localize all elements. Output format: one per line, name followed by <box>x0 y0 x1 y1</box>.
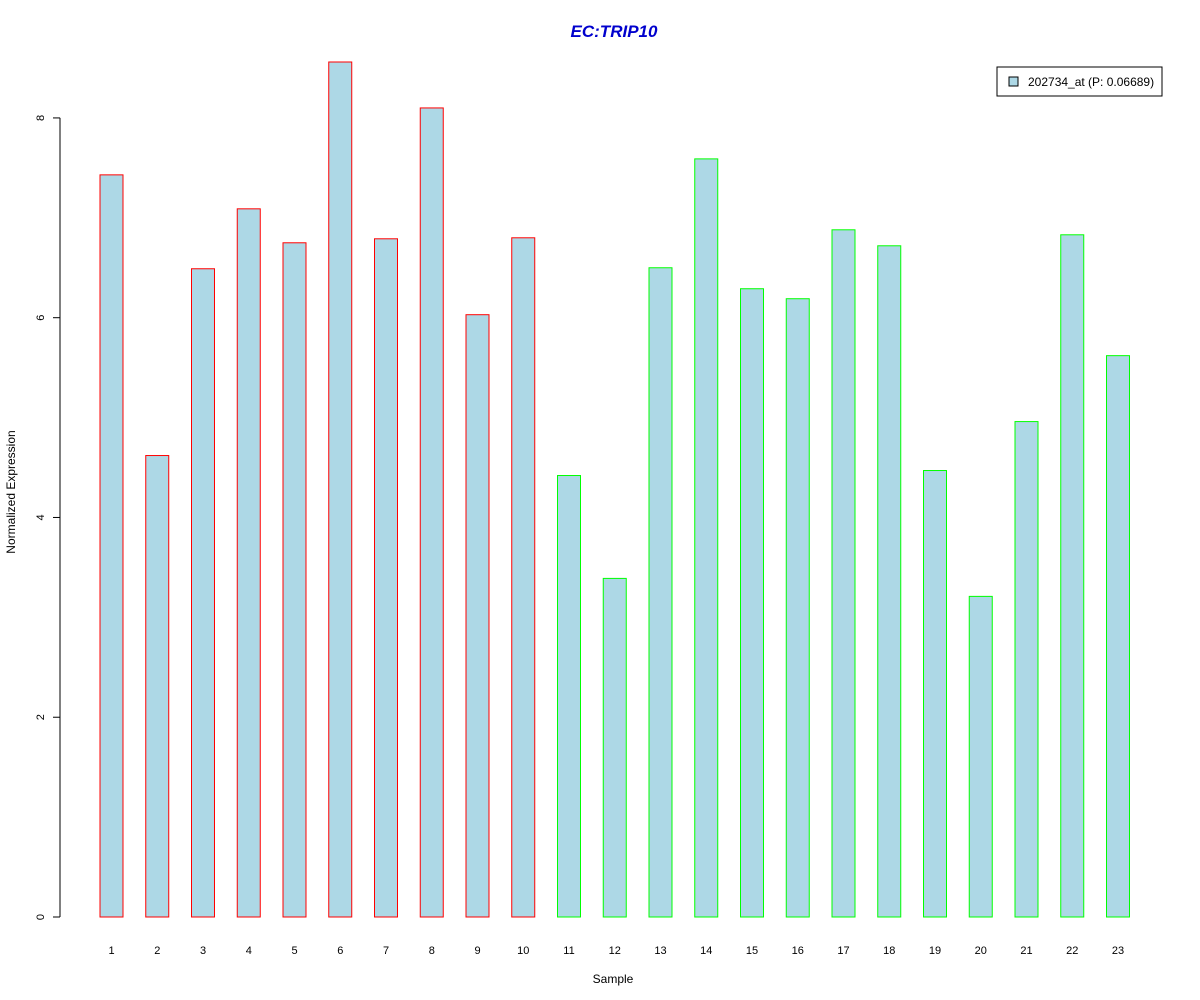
y-axis-title: Normalized Expression <box>4 430 18 553</box>
x-tick-label: 5 <box>291 945 297 957</box>
bars-group <box>99 61 1130 918</box>
bar-sample-21 <box>1014 421 1039 918</box>
y-axis: 0 2 4 6 8 <box>35 115 61 920</box>
x-tick-label: 19 <box>929 945 941 957</box>
legend-swatch <box>1008 76 1019 87</box>
bar-sample-13 <box>648 267 673 918</box>
x-tick-label: 12 <box>609 945 621 957</box>
x-tick-label: 23 <box>1112 945 1124 957</box>
x-tick-label: 1 <box>108 945 114 957</box>
x-tick-label: 11 <box>563 945 574 957</box>
x-tick-label: 2 <box>154 945 160 957</box>
bar-sample-1 <box>99 174 124 918</box>
bar-sample-17 <box>831 229 856 918</box>
x-tick-label: 16 <box>792 945 804 957</box>
bar-sample-14 <box>694 158 719 918</box>
y-tick-label: 0 <box>35 914 47 920</box>
bar-sample-3 <box>191 268 215 918</box>
bar-sample-15 <box>740 288 764 918</box>
x-tick-label: 6 <box>337 945 343 957</box>
bar-sample-16 <box>785 298 810 918</box>
legend-box <box>996 66 1163 97</box>
x-tick-label: 7 <box>383 945 389 957</box>
legend-label: 202734_at (P: 0.06689) <box>1028 75 1154 89</box>
x-tick-label: 14 <box>700 945 712 957</box>
x-tick-label: 17 <box>837 945 849 957</box>
x-tick-label: 21 <box>1020 945 1032 957</box>
x-tick-label: 3 <box>200 945 206 957</box>
bar-sample-6 <box>328 61 353 918</box>
bar-sample-4 <box>236 208 261 918</box>
bar-sample-9 <box>465 314 490 918</box>
bar-sample-19 <box>923 470 947 918</box>
x-tick-label: 15 <box>746 945 758 957</box>
x-tick-label: 18 <box>883 945 895 957</box>
bar-sample-8 <box>419 107 444 918</box>
bar-sample-7 <box>374 238 398 918</box>
x-tick-label: 8 <box>429 945 435 957</box>
x-tick-label: 10 <box>517 945 529 957</box>
x-tick-label: 13 <box>654 945 666 957</box>
x-tick-label: 4 <box>246 945 252 957</box>
bar-sample-23 <box>1106 355 1130 918</box>
x-tick-label: 20 <box>975 945 987 957</box>
x-axis-title: Sample <box>593 972 634 986</box>
bar-sample-10 <box>511 237 536 918</box>
chart-title: EC:TRIP10 <box>571 22 658 41</box>
bar-sample-5 <box>282 242 307 918</box>
y-tick-label: 6 <box>35 315 47 321</box>
bar-sample-11 <box>557 475 581 918</box>
bar-sample-20 <box>968 595 993 918</box>
bar-sample-12 <box>602 577 627 918</box>
legend: 202734_at (P: 0.06689) <box>996 66 1163 97</box>
y-tick-label: 4 <box>35 514 47 520</box>
x-tick-label: 9 <box>474 945 480 957</box>
bar-sample-22 <box>1060 234 1085 918</box>
bar-sample-18 <box>877 245 902 918</box>
y-tick-label: 8 <box>35 115 47 121</box>
x-tick-label: 22 <box>1066 945 1078 957</box>
y-tick-label: 2 <box>35 714 47 720</box>
bar-sample-2 <box>145 455 170 918</box>
x-tick-labels: 1 2 3 4 5 6 7 8 9 10 11 12 13 14 15 16 17 18 19 20 21 22 23 <box>108 945 1124 957</box>
